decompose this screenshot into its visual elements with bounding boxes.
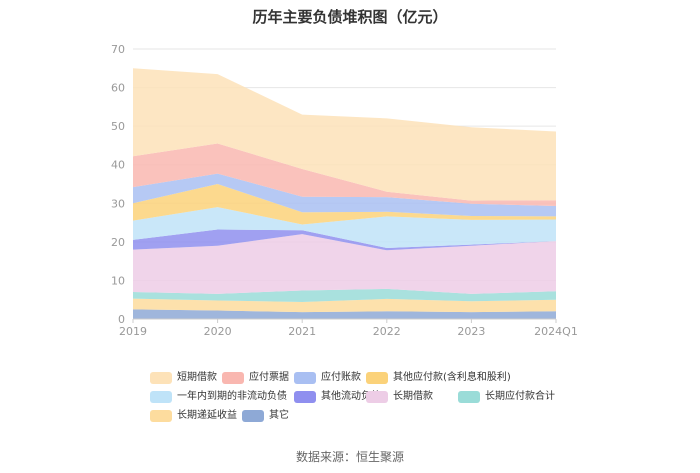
area-一年内到期的非流动负债 bbox=[133, 207, 556, 248]
x-tick-label: 2019 bbox=[119, 325, 147, 338]
legend-swatch bbox=[242, 410, 264, 422]
y-tick-label: 40 bbox=[111, 159, 125, 172]
legend-label: 长期应付款合计 bbox=[485, 391, 555, 402]
x-tick-label: 2022 bbox=[373, 325, 401, 338]
legend-label: 应付账款 bbox=[321, 372, 361, 383]
legend-label: 短期借款 bbox=[177, 372, 217, 383]
area-长期应付款合计 bbox=[133, 288, 556, 302]
legend-swatch bbox=[222, 372, 244, 384]
legend-label: 长期递延收益 bbox=[177, 410, 237, 421]
y-tick-label: 20 bbox=[111, 236, 125, 249]
y-tick-label: 0 bbox=[118, 313, 125, 326]
area-长期递延收益 bbox=[133, 298, 556, 313]
area-layers bbox=[133, 68, 556, 319]
area-应付票据 bbox=[133, 143, 556, 206]
legend-swatch bbox=[150, 391, 172, 403]
area-其他应付款(含利息和股利) bbox=[133, 184, 556, 225]
legend-swatch bbox=[366, 391, 388, 403]
legend-swatch bbox=[294, 391, 316, 403]
legend-label: 一年内到期的非流动负债 bbox=[177, 391, 287, 402]
area-长期借款 bbox=[133, 234, 556, 294]
y-tick-label: 50 bbox=[111, 120, 125, 133]
y-tick-label: 30 bbox=[111, 197, 125, 210]
area-短期借款 bbox=[133, 68, 556, 201]
legend-label: 其他流动负债 bbox=[321, 391, 381, 402]
legend-label: 应付票据 bbox=[249, 372, 289, 383]
y-axis: 0 10 20 30 40 50 60 70 bbox=[111, 43, 125, 326]
x-tick-label: 2024Q1 bbox=[534, 325, 578, 338]
y-tick-label: 70 bbox=[111, 43, 125, 56]
y-tick-label: 10 bbox=[111, 274, 125, 287]
area-其他流动负债 bbox=[133, 229, 556, 251]
area-应付账款 bbox=[133, 173, 556, 217]
x-tick-label: 2020 bbox=[204, 325, 232, 338]
legend-swatch bbox=[458, 391, 480, 403]
legend-swatch bbox=[294, 372, 316, 384]
legend-label: 长期借款 bbox=[393, 391, 433, 402]
legend-label: 其他应付款(含利息和股利) bbox=[393, 372, 511, 383]
x-tick-label: 2021 bbox=[288, 325, 316, 338]
x-axis: 2019 2020 2021 2022 2023 2024Q1 bbox=[119, 318, 578, 338]
area-其它 bbox=[133, 309, 556, 319]
legend-label: 其它 bbox=[269, 410, 289, 421]
y-tick-label: 60 bbox=[111, 82, 125, 95]
x-tick-label: 2023 bbox=[457, 325, 485, 338]
chart-title: 历年主要负债堆积图（亿元） bbox=[252, 8, 448, 26]
data-source: 数据来源：恒生聚源 bbox=[295, 450, 404, 464]
legend-swatch bbox=[366, 372, 388, 384]
legend-swatch bbox=[150, 372, 172, 384]
legend-swatch bbox=[150, 410, 172, 422]
